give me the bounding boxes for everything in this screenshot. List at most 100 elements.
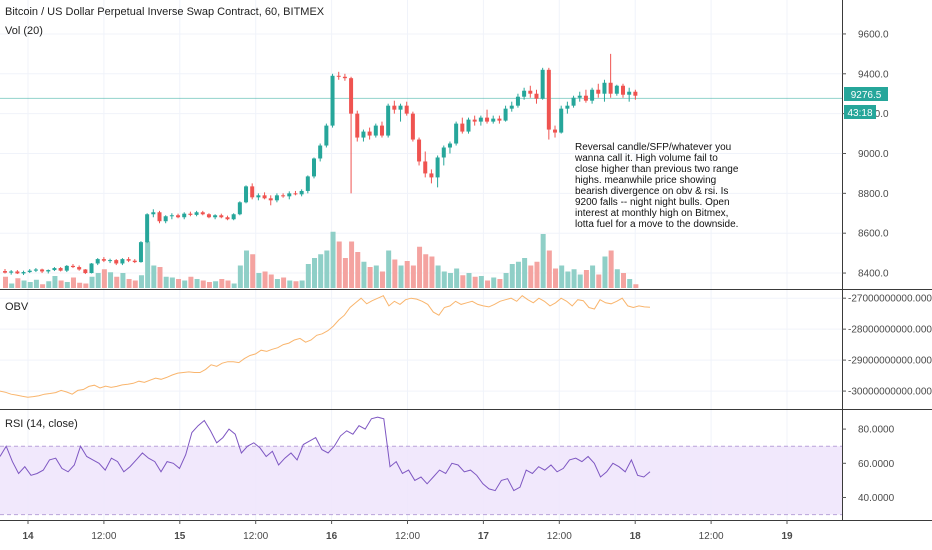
- volume-bar: [466, 273, 472, 288]
- volume-bar: [268, 274, 274, 288]
- volume-bar: [151, 265, 157, 288]
- candle-body: [447, 143, 452, 148]
- volume-bar: [108, 272, 114, 288]
- volume-bar: [237, 265, 243, 288]
- volume-bar: [367, 267, 373, 288]
- candle-body: [70, 265, 75, 268]
- volume-bar: [200, 280, 206, 288]
- obv-line: [0, 295, 651, 398]
- candle-body: [503, 108, 508, 121]
- candle-body: [151, 212, 156, 215]
- candle-body: [305, 176, 310, 191]
- price-tick-label: 9000.0: [858, 149, 889, 160]
- time-tick-label: 12:00: [91, 531, 116, 542]
- rsi-tick-label: 60.0000: [858, 459, 895, 470]
- candle-body: [108, 260, 113, 262]
- candle-body: [553, 129, 558, 133]
- volume-bar: [590, 265, 596, 288]
- candle-body: [546, 69, 551, 130]
- candle-body: [244, 186, 249, 203]
- volume-bar: [398, 265, 404, 288]
- volume-bar: [225, 280, 231, 288]
- volume-bar: [114, 276, 120, 288]
- candle-body: [281, 195, 286, 197]
- candle-body: [596, 89, 601, 94]
- volume-bar: [299, 280, 305, 288]
- candle-body: [614, 85, 619, 94]
- candle-body: [379, 125, 384, 136]
- volume-bar: [602, 256, 608, 288]
- annotation-note[interactable]: Reversal candle/SFP/whatever you wanna c…: [575, 142, 745, 230]
- obv-tick-label: -29000000000.0000: [848, 356, 932, 367]
- candle-body: [472, 119, 477, 122]
- volume-bar: [515, 261, 521, 288]
- obv-axis[interactable]: -27000000000.0000 -28000000000.0000 -29000…: [842, 294, 932, 398]
- volume-bar: [293, 281, 299, 288]
- candle-body: [95, 259, 100, 264]
- candle-body: [114, 260, 119, 264]
- candle-body: [386, 105, 391, 136]
- candle-body: [225, 217, 230, 220]
- rsi-line: [0, 416, 651, 492]
- candle-body: [101, 259, 106, 261]
- volume-bar: [21, 280, 27, 288]
- candle-body: [138, 242, 143, 263]
- candle-body: [559, 108, 564, 133]
- candle-body: [324, 125, 329, 146]
- candle-body: [40, 269, 45, 272]
- candle-body: [485, 117, 490, 122]
- countdown-badge: [844, 105, 876, 119]
- candle-body: [565, 105, 570, 109]
- time-tick-label: 19: [781, 531, 793, 542]
- candle-body: [423, 161, 428, 174]
- time-tick-label: 12:00: [395, 531, 420, 542]
- candle-body: [33, 269, 38, 271]
- candle-body: [145, 214, 150, 243]
- volume-bar: [423, 254, 429, 288]
- candle-body: [361, 131, 366, 138]
- volume-bar: [540, 234, 546, 288]
- volume-bar: [534, 261, 540, 288]
- candle-body: [441, 147, 446, 158]
- candle-body: [188, 213, 193, 215]
- candle-body: [373, 125, 378, 136]
- volume-bar: [194, 279, 200, 288]
- volume-bar: [583, 270, 589, 288]
- obv-tick-label: -27000000000.0000: [848, 294, 932, 305]
- volume-bar: [101, 269, 107, 288]
- volume-bar: [355, 252, 361, 288]
- volume-bar: [64, 282, 70, 288]
- volume-bar: [262, 271, 268, 288]
- volume-bar: [145, 241, 151, 288]
- time-axis[interactable]: 14 12:00 15 12:00 16 12:00 17 12:00 18 12:00 19: [22, 520, 793, 542]
- volume-bar: [571, 269, 577, 288]
- volume-bar: [52, 276, 58, 288]
- volume-bar: [404, 261, 410, 288]
- volume-bar: [163, 276, 169, 288]
- candle-body: [169, 215, 174, 217]
- candle-body: [250, 186, 255, 198]
- volume-bar: [379, 271, 385, 288]
- candle-body: [3, 271, 7, 273]
- candle-body: [46, 270, 51, 272]
- volume-bar: [46, 281, 52, 288]
- annotation-line: bearish divergence on obv & rsi. Is: [575, 186, 729, 197]
- volume-bar: [441, 271, 447, 288]
- candle-body: [27, 270, 32, 273]
- candle-body: [58, 268, 63, 271]
- candle-body: [540, 69, 545, 99]
- volume-bar: [522, 258, 528, 288]
- volume-bar: [485, 280, 491, 288]
- obv-tick-label: -28000000000.0000: [848, 325, 932, 336]
- rsi-axis[interactable]: 80.0000 60.0000 40.0000: [842, 425, 895, 504]
- candle-body: [299, 190, 304, 195]
- volume-bars: [3, 231, 639, 288]
- last-price-value: 9276.5: [851, 90, 882, 101]
- candle-body: [454, 123, 459, 144]
- obv-label: OBV: [5, 301, 29, 313]
- volume-bar: [58, 280, 64, 288]
- time-tick-label: 12:00: [699, 531, 724, 542]
- countdown-value: 43:18: [847, 108, 872, 119]
- volume-bar: [157, 267, 163, 288]
